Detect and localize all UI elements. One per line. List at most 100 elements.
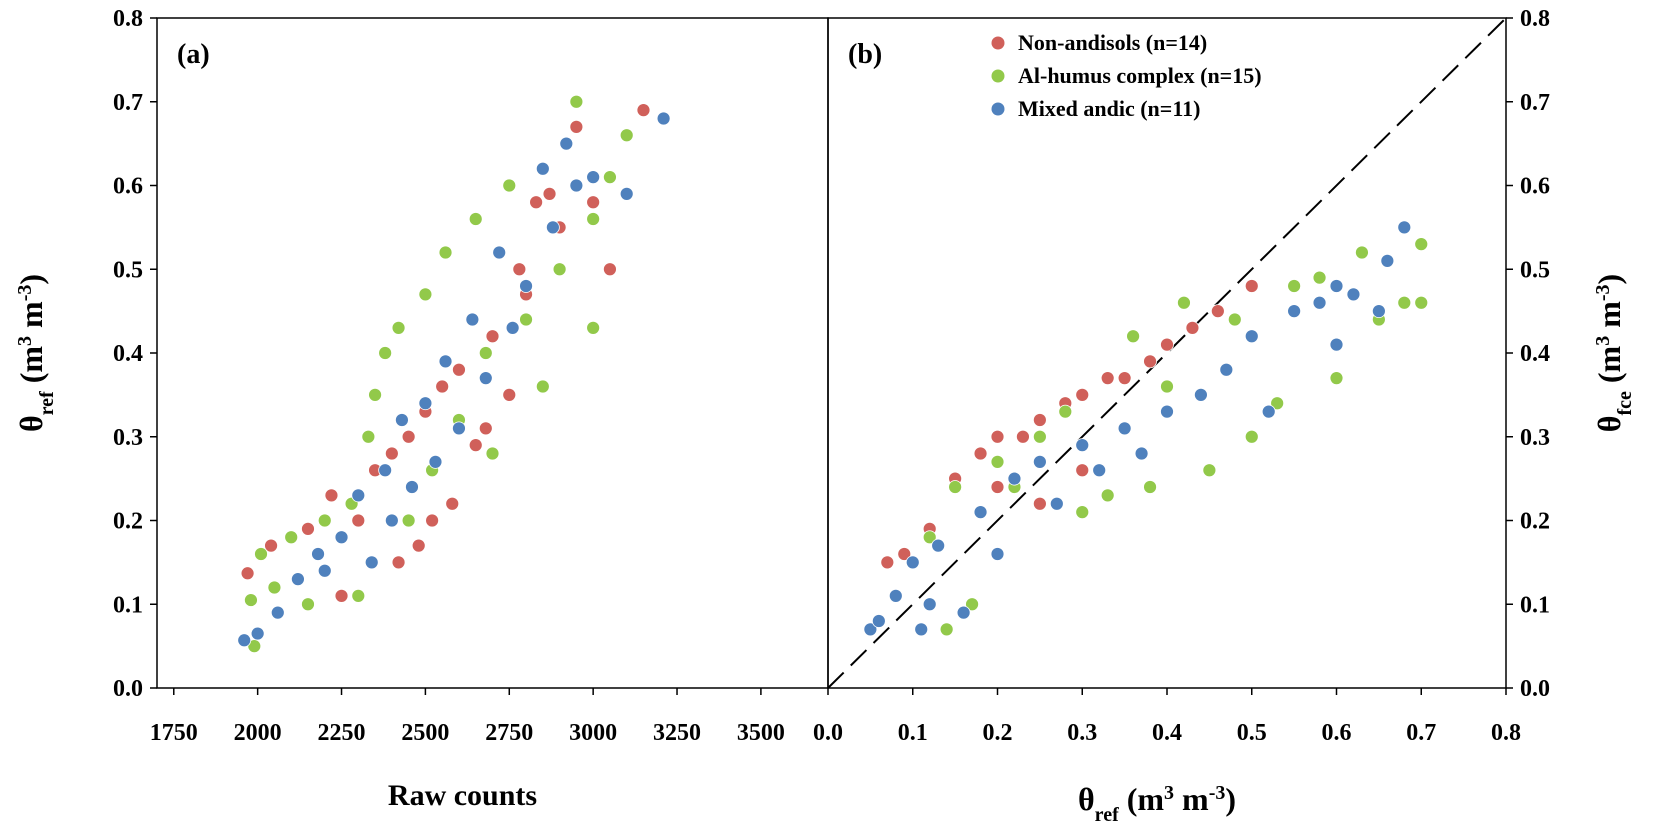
data-point bbox=[990, 480, 1005, 494]
data-point bbox=[1312, 295, 1327, 310]
data-point bbox=[542, 186, 557, 201]
data-point bbox=[384, 446, 399, 461]
data-point bbox=[1346, 287, 1361, 302]
data-point bbox=[529, 195, 544, 210]
data-point bbox=[311, 547, 325, 561]
data-point bbox=[492, 245, 507, 260]
x-tick-label: 0.0 bbox=[813, 720, 843, 746]
data-point bbox=[888, 588, 903, 603]
y-tick-label: 0.1 bbox=[1520, 592, 1550, 618]
label-part: m bbox=[13, 301, 49, 336]
data-point bbox=[1287, 304, 1302, 319]
data-point bbox=[1397, 220, 1412, 235]
data-point bbox=[478, 371, 493, 386]
data-point bbox=[656, 111, 671, 126]
legend-marker bbox=[991, 69, 1005, 83]
data-point bbox=[267, 580, 282, 595]
x-tick-label: 0.8 bbox=[1491, 720, 1521, 746]
data-point bbox=[519, 279, 533, 293]
label-part: (m bbox=[13, 346, 49, 392]
legend-marker bbox=[991, 36, 1005, 50]
data-point bbox=[586, 212, 601, 226]
data-point bbox=[1143, 480, 1157, 494]
data-point bbox=[569, 178, 584, 193]
data-point bbox=[1244, 279, 1259, 293]
data-point bbox=[897, 547, 912, 561]
data-point bbox=[1210, 304, 1225, 319]
data-point bbox=[990, 454, 1005, 469]
label-part: m bbox=[1591, 301, 1627, 336]
data-point bbox=[418, 396, 433, 411]
data-point bbox=[871, 614, 886, 628]
data-point bbox=[973, 446, 988, 461]
label-part: m bbox=[1174, 781, 1209, 817]
y-tick-label: 0.7 bbox=[1520, 90, 1550, 116]
data-point bbox=[502, 178, 517, 193]
data-point bbox=[1075, 463, 1090, 478]
data-point bbox=[378, 463, 393, 478]
data-point bbox=[1075, 387, 1090, 402]
data-point bbox=[317, 513, 332, 528]
data-point bbox=[512, 262, 527, 277]
panel-label: (a) bbox=[177, 39, 210, 70]
label-part: θ bbox=[1591, 416, 1627, 433]
data-point bbox=[1329, 337, 1344, 352]
data-point bbox=[478, 346, 493, 360]
data-point bbox=[905, 555, 920, 570]
data-point bbox=[465, 312, 480, 327]
data-point bbox=[401, 513, 416, 528]
data-point bbox=[1134, 446, 1149, 461]
data-point bbox=[1414, 295, 1429, 310]
data-point bbox=[364, 555, 379, 570]
data-point bbox=[1049, 496, 1064, 511]
data-point bbox=[1227, 312, 1242, 327]
data-point bbox=[1414, 237, 1429, 252]
y-tick-label: 0.8 bbox=[1520, 6, 1550, 32]
x-tick-label: 0.3 bbox=[1067, 720, 1097, 746]
data-point bbox=[1329, 279, 1344, 293]
data-point bbox=[973, 505, 988, 520]
y-tick-label: 0.0 bbox=[113, 676, 143, 702]
data-point bbox=[1287, 279, 1302, 293]
data-point bbox=[922, 597, 937, 612]
y-tick-label: 0.4 bbox=[1520, 341, 1550, 367]
data-point bbox=[1100, 371, 1115, 386]
data-point bbox=[1032, 413, 1047, 427]
label-part: (m bbox=[1119, 781, 1165, 817]
data-point bbox=[922, 530, 937, 545]
label-part: (m bbox=[1591, 345, 1627, 391]
label-part: ) bbox=[1225, 781, 1236, 817]
data-point bbox=[1270, 396, 1285, 411]
data-point bbox=[1126, 329, 1140, 344]
data-point bbox=[425, 513, 440, 528]
data-point bbox=[334, 588, 349, 603]
data-point bbox=[552, 262, 567, 277]
data-point bbox=[468, 212, 483, 226]
data-point bbox=[405, 480, 419, 494]
data-point bbox=[361, 429, 376, 444]
data-point bbox=[990, 429, 1005, 444]
data-point bbox=[435, 379, 450, 394]
data-point bbox=[250, 626, 265, 641]
data-point bbox=[1194, 387, 1208, 402]
data-point bbox=[990, 547, 1005, 561]
x-tick-label: 0.5 bbox=[1237, 720, 1267, 746]
data-point bbox=[291, 572, 305, 587]
data-point bbox=[863, 622, 878, 637]
data-point bbox=[411, 538, 426, 553]
data-point bbox=[1202, 463, 1217, 478]
data-point bbox=[1261, 404, 1276, 419]
y-tick-label: 0.7 bbox=[113, 90, 143, 116]
data-point bbox=[428, 454, 443, 469]
data-point bbox=[535, 161, 550, 176]
data-point bbox=[445, 496, 460, 511]
data-point bbox=[237, 633, 252, 648]
data-point bbox=[1075, 505, 1090, 520]
data-point bbox=[485, 329, 500, 344]
data-point bbox=[478, 421, 493, 436]
data-point bbox=[438, 354, 453, 369]
data-point bbox=[559, 136, 574, 151]
data-point bbox=[452, 421, 466, 436]
data-point bbox=[586, 195, 601, 210]
data-point bbox=[1092, 463, 1107, 478]
